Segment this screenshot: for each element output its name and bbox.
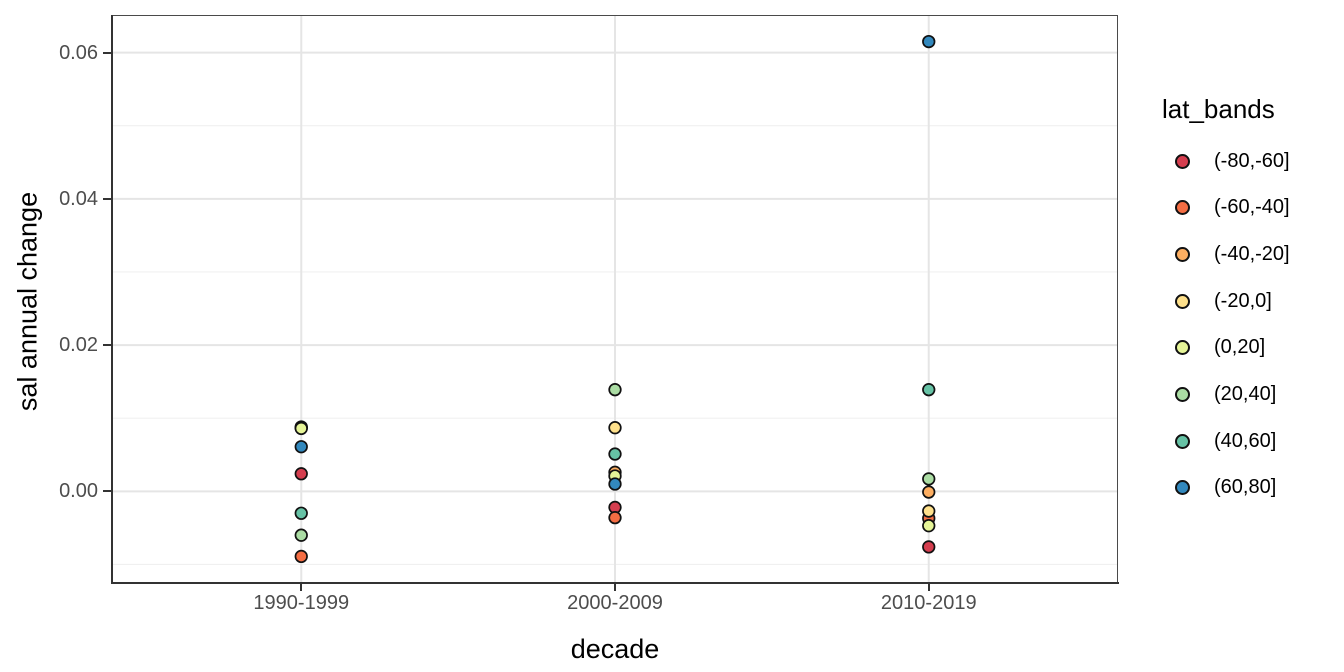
y-axis-title: sal annual change [12, 191, 43, 412]
legend-item: (60,80] [1175, 475, 1276, 501]
legend-item-label: (-80,-60] [1214, 149, 1290, 172]
x-tick-mark [927, 584, 930, 591]
plot-area [113, 16, 1117, 582]
data-point [294, 421, 308, 436]
legend-item: (-80,-60] [1175, 148, 1290, 174]
x-axis-line [111, 582, 1119, 584]
legend-item-label: (60,80] [1214, 476, 1277, 499]
legend-key-circle-icon [1175, 293, 1190, 309]
legend-title: lat_bands [1162, 94, 1275, 124]
y-tick-mark [103, 197, 111, 200]
legend-key-circle-icon [1175, 246, 1190, 262]
legend-key-circle-icon [1175, 200, 1190, 216]
data-point [922, 485, 936, 499]
legend-item: (-60,-40] [1175, 195, 1290, 221]
legend-item: (-40,-20] [1175, 241, 1290, 267]
legend-item: (40,60] [1175, 428, 1276, 454]
y-tick-label: 0.00 [59, 480, 98, 503]
legend: lat_bands (-80,-60] (-60,-40] (-40,-20] (-2… [1150, 94, 1340, 514]
data-point [922, 472, 936, 486]
data-point [608, 477, 622, 491]
legend-item-label: (40,60] [1214, 429, 1277, 452]
legend-key-circle-icon [1175, 433, 1190, 449]
data-point [294, 528, 308, 542]
data-point [608, 383, 622, 397]
data-point [922, 34, 936, 49]
legend-item-label: (-60,-40] [1214, 196, 1290, 219]
data-point [922, 540, 936, 554]
data-point [608, 447, 622, 461]
x-axis-title: decade [570, 634, 660, 664]
data-point [608, 421, 622, 435]
y-tick-mark [103, 51, 111, 54]
legend-key-circle-icon [1175, 340, 1190, 356]
x-tick-label: 2000-2009 [567, 592, 663, 614]
data-point [608, 510, 622, 525]
data-point [294, 549, 308, 564]
legend-item-label: (-20,0] [1214, 289, 1272, 312]
x-tick-mark [614, 584, 616, 591]
y-tick-label: 0.04 [59, 187, 98, 210]
legend-item-label: (-40,-20] [1214, 242, 1290, 265]
data-point [294, 467, 308, 481]
plot-panel [112, 15, 1118, 583]
legend-key-circle-icon [1175, 387, 1190, 402]
legend-key-circle-icon [1175, 480, 1190, 496]
legend-item: (-20,0] [1175, 288, 1272, 314]
x-tick-label: 2010-2019 [880, 592, 977, 614]
data-point [922, 519, 936, 533]
y-tick-mark [103, 490, 111, 493]
legend-item-label: (20,40] [1214, 383, 1277, 405]
y-tick-mark [103, 344, 111, 347]
data-point [294, 440, 308, 454]
legend-item-label: (0,20] [1214, 336, 1266, 359]
x-tick-mark [300, 584, 303, 591]
data-point [294, 506, 308, 520]
y-tick-label: 0.06 [59, 41, 98, 64]
legend-item: (0,20] [1175, 335, 1265, 361]
legend-key-circle-icon [1175, 153, 1190, 169]
y-axis-line [111, 15, 113, 584]
x-tick-label: 1990-1999 [253, 592, 350, 614]
y-tick-label: 0.02 [59, 334, 98, 357]
legend-item: (20,40] [1175, 382, 1276, 408]
data-point [922, 504, 936, 518]
data-point [922, 383, 936, 397]
